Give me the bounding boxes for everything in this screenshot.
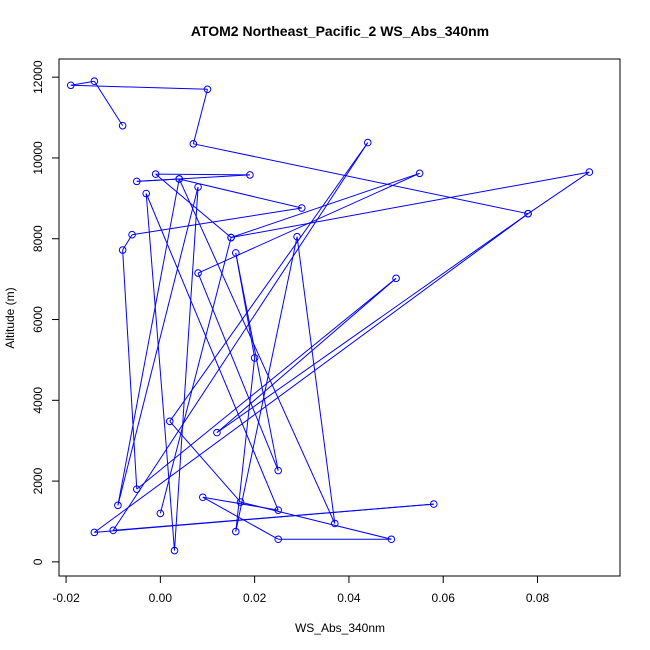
data-point	[274, 506, 283, 514]
series-line-segment	[145, 193, 175, 551]
series-line-segment	[235, 252, 279, 471]
data-point	[429, 500, 438, 508]
y-tick-label: 10000	[31, 141, 45, 175]
data-point	[128, 230, 136, 239]
x-axis: -0.02 0.00 0.02 0.04 0.06 0.08	[52, 575, 550, 605]
data-point	[109, 526, 118, 535]
data-point	[213, 428, 221, 437]
data-point	[198, 493, 207, 502]
data-point	[363, 138, 372, 147]
y-tick-label: 8000	[31, 225, 45, 252]
data-point	[246, 171, 254, 179]
data-point	[274, 535, 283, 544]
series-line-segment	[240, 501, 392, 540]
series-line-segment	[131, 207, 302, 236]
series-line-segment	[235, 357, 256, 532]
x-tick-label: 0.00	[149, 591, 173, 605]
data-point	[330, 519, 339, 528]
data-point	[118, 246, 127, 254]
series-line-segment	[94, 213, 529, 533]
x-tick-label: -0.02	[52, 591, 80, 605]
data-point	[175, 175, 184, 183]
data-point	[90, 528, 99, 537]
series-line-segment	[159, 237, 232, 514]
y-tick-label: 4000	[31, 387, 45, 414]
series-line-segment	[145, 193, 279, 511]
series-line-segment	[216, 213, 529, 434]
series-line-segment	[136, 174, 250, 182]
x-axis-label: WS_Abs_340nm	[295, 621, 385, 635]
series-layer	[66, 77, 594, 555]
data-point	[118, 121, 127, 130]
x-tick-label: 0.04	[337, 591, 361, 605]
series-line-segment	[296, 236, 336, 524]
y-tick-label: 12000	[31, 60, 45, 94]
series-line-segment	[94, 503, 434, 533]
series-line-segment	[122, 250, 138, 490]
data-point	[227, 233, 235, 242]
data-point	[142, 189, 151, 198]
data-point	[415, 169, 424, 178]
data-point	[274, 466, 283, 475]
series-line-segment	[70, 84, 208, 90]
data-point	[524, 209, 532, 218]
series-line-segment	[178, 178, 336, 524]
data-point	[156, 509, 165, 518]
series-line-segment	[216, 277, 397, 433]
series-line-segment	[169, 420, 241, 503]
series-line-segment	[136, 277, 397, 490]
series-line-segment	[155, 173, 250, 176]
data-point	[151, 170, 160, 178]
data-point	[293, 232, 301, 241]
data-point	[194, 183, 202, 191]
data-point	[170, 546, 179, 555]
data-point	[114, 501, 122, 510]
series-line-segment	[93, 80, 124, 126]
series-line-segment	[527, 171, 590, 215]
series-line-segment	[192, 89, 208, 144]
series-line-segment	[202, 496, 279, 540]
data-point	[231, 527, 240, 536]
data-point	[297, 204, 306, 212]
series-line-segment	[230, 172, 420, 238]
series-line-segment	[174, 187, 199, 551]
x-tick-label: 0.02	[243, 591, 267, 605]
series-line-segment	[70, 80, 95, 86]
series-line-segment	[235, 252, 256, 358]
series-line-segment	[112, 142, 369, 531]
series-line-segment	[117, 178, 180, 506]
chart-title: ATOM2 Northeast_Pacific_2 WS_Abs_340nm	[191, 23, 489, 39]
y-axis: 0 2000 4000 6000 8000 10000 12000	[31, 60, 60, 565]
y-tick-label: 0	[31, 558, 45, 565]
data-point	[231, 249, 240, 257]
data-point	[236, 498, 245, 506]
data-point	[387, 535, 396, 544]
series-line-segment	[197, 272, 279, 471]
data-point	[132, 485, 141, 493]
x-tick-label: 0.06	[432, 591, 456, 605]
data-point	[250, 354, 259, 362]
series-line-segment	[230, 171, 590, 239]
x-tick-label: 0.08	[526, 591, 550, 605]
data-point	[90, 77, 99, 86]
data-point	[585, 168, 594, 176]
y-axis-label: Altitude (m)	[3, 287, 17, 348]
data-point	[165, 417, 174, 426]
series-line-segment	[155, 173, 232, 238]
data-point	[132, 177, 141, 186]
data-point	[189, 140, 198, 148]
series-line-segment	[169, 142, 369, 422]
data-point	[194, 269, 202, 277]
data-point	[66, 81, 75, 90]
y-tick-label: 6000	[31, 306, 45, 333]
y-tick-label: 2000	[31, 467, 45, 494]
data-point	[203, 85, 212, 94]
series-line-segment	[193, 143, 529, 215]
data-point	[392, 274, 400, 283]
